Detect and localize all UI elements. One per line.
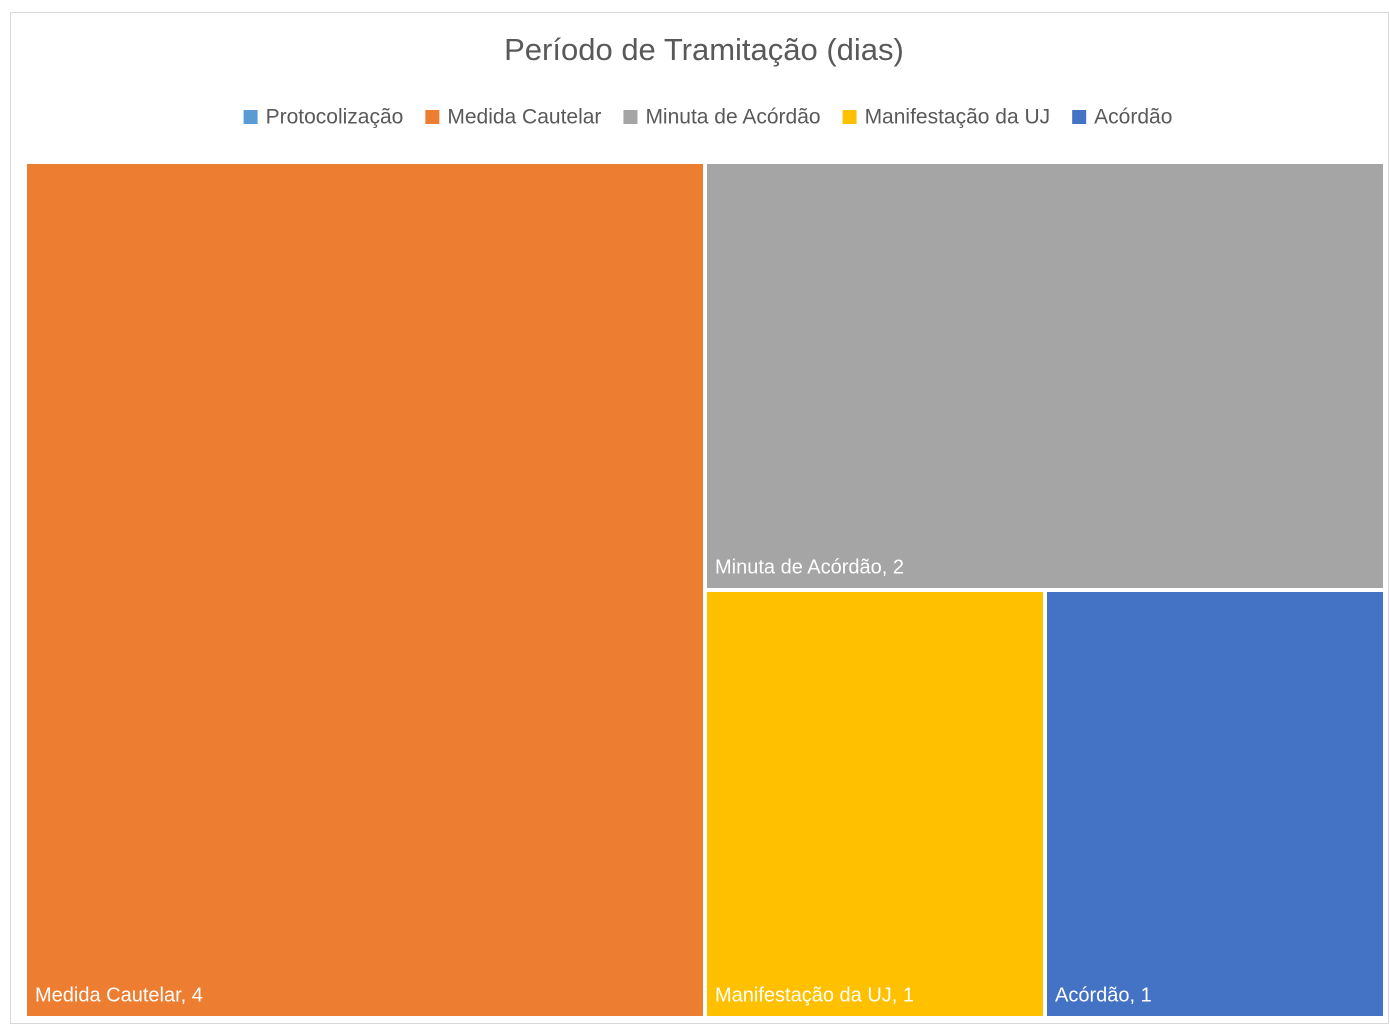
data-label: Manifestação da UJ, 1: [715, 984, 914, 1006]
treemap-tile: [23, 160, 707, 1020]
data-label: Minuta de Acórdão, 2: [715, 556, 904, 578]
legend-label: Manifestação da UJ: [865, 106, 1051, 129]
chart-title: Período de Tramitação (dias): [504, 32, 904, 67]
legend-label: Protocolização: [266, 106, 404, 129]
legend-swatch: [243, 110, 258, 124]
treemap-tile: [703, 588, 1047, 1020]
data-label: Medida Cautelar, 4: [35, 984, 203, 1006]
legend-label: Acórdão: [1094, 106, 1172, 129]
legend-swatch: [623, 110, 638, 124]
legend-swatch: [425, 110, 440, 124]
legend-label: Medida Cautelar: [447, 106, 601, 129]
legend-swatch: [842, 110, 857, 124]
data-label: Acórdão, 1: [1055, 984, 1152, 1006]
legend-swatch: [1072, 110, 1087, 124]
legend-label: Minuta de Acórdão: [645, 106, 820, 129]
treemap-tile: [1043, 588, 1387, 1020]
treemap-tile: [703, 160, 1387, 592]
